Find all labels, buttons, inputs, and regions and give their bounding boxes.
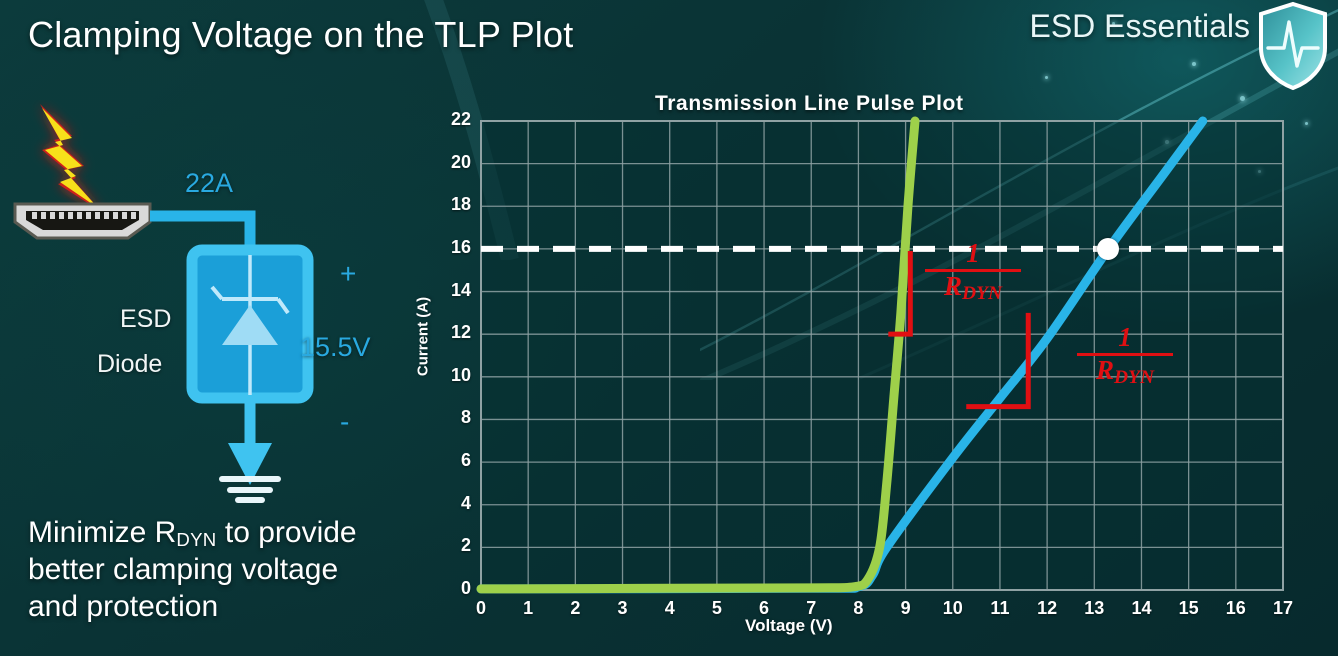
takeaway-line1-sub: DYN — [176, 529, 217, 551]
device-label-line1: ESD — [120, 305, 172, 333]
sparkle-dot — [1112, 22, 1115, 25]
chart-x-tick: 10 — [942, 598, 963, 618]
slope-denominator-base: R — [1096, 355, 1115, 385]
chart-y-tick: 6 — [460, 450, 471, 471]
chart-x-tick: 11 — [990, 598, 1010, 618]
chart-x-tick: 16 — [1225, 598, 1246, 618]
sparkle-dot — [1192, 62, 1196, 66]
fraction-bar — [925, 269, 1021, 272]
chart-y-tick: 16 — [450, 236, 471, 257]
chart-y-tick: 20 — [450, 151, 471, 172]
clamp-voltage-label: 15.5V — [300, 332, 371, 362]
slope-fraction-green: 1 RDYN — [925, 240, 1021, 304]
takeaway-line1-post: to provide — [216, 516, 357, 549]
chart-x-tick: 15 — [1178, 598, 1199, 618]
chart-y-tick: 12 — [450, 322, 471, 343]
chart-x-tick: 5 — [711, 598, 722, 618]
slope-fraction-blue: 1 RDYN — [1077, 324, 1173, 388]
chart-y-tick: 14 — [450, 279, 471, 300]
chart-x-tick: 1 — [523, 598, 534, 618]
chart-x-tick: 7 — [806, 598, 817, 618]
chart-x-tick: 6 — [759, 598, 770, 618]
lightning-bolt-icon — [40, 104, 102, 212]
chart-y-tick: 18 — [450, 194, 471, 215]
chart-x-tick: 2 — [570, 598, 581, 618]
chart-x-tick: 3 — [617, 598, 628, 618]
slope-denominator-sub: DYN — [1114, 366, 1154, 388]
slope-denominator: RDYN — [1077, 356, 1173, 388]
sparkle-dot — [1045, 76, 1048, 79]
takeaway-line2: better clamping voltage — [28, 552, 339, 586]
slope-denominator-sub: DYN — [962, 282, 1002, 304]
polarity-plus-label: + — [340, 258, 357, 289]
shield-heartbeat-icon — [1259, 1, 1327, 91]
chart-x-tick: 9 — [900, 598, 911, 618]
hdmi-connector-icon — [13, 202, 152, 240]
chart-x-tick: 17 — [1272, 598, 1294, 618]
chart-x-tick: 13 — [1084, 598, 1105, 618]
chart-x-axis-label: Voltage (V) — [745, 616, 833, 635]
chart-x-tick: 4 — [664, 598, 675, 618]
threshold-marker-dot — [1097, 237, 1120, 260]
chart-y-tick: 22 — [450, 109, 471, 129]
chart-y-tick: 0 — [460, 578, 471, 598]
chart-y-tick: 2 — [460, 535, 471, 556]
takeaway-line1-pre: Minimize R — [28, 516, 177, 549]
slope-numerator: 1 — [1118, 322, 1132, 352]
chart-y-tick: 10 — [450, 364, 471, 385]
chart-x-tick: 8 — [853, 598, 864, 618]
sparkle-dot — [1305, 122, 1308, 125]
slope-numerator: 1 — [966, 238, 980, 268]
fraction-bar — [1077, 353, 1173, 356]
page-title: Clamping Voltage on the TLP Plot — [28, 14, 574, 55]
takeaway-text: Minimize RDYN to provide better clamping… — [28, 515, 448, 626]
esd-diode-circuit — [150, 210, 314, 503]
chart-x-tick: 0 — [475, 598, 486, 618]
slope-denominator-base: R — [944, 271, 963, 301]
chart-title: Transmission Line Pulse Plot — [655, 92, 964, 115]
tlp-chart: Transmission Line Pulse Plot Current (A)… — [405, 88, 1338, 648]
takeaway-line3: and protection — [28, 589, 219, 623]
chart-x-tick: 14 — [1131, 598, 1152, 618]
sparkle-dot — [1240, 96, 1245, 101]
chart-plot-area — [476, 116, 1284, 594]
chart-x-tick: 12 — [1037, 598, 1058, 618]
device-label-line2: Diode — [97, 350, 163, 378]
chart-y-tick: 8 — [460, 407, 471, 428]
polarity-minus-label: - — [340, 406, 350, 437]
slope-denominator: RDYN — [925, 272, 1021, 304]
brand-label: ESD Essentials — [1029, 8, 1250, 44]
current-label: 22A — [185, 168, 234, 198]
chart-y-tick: 4 — [460, 492, 471, 513]
